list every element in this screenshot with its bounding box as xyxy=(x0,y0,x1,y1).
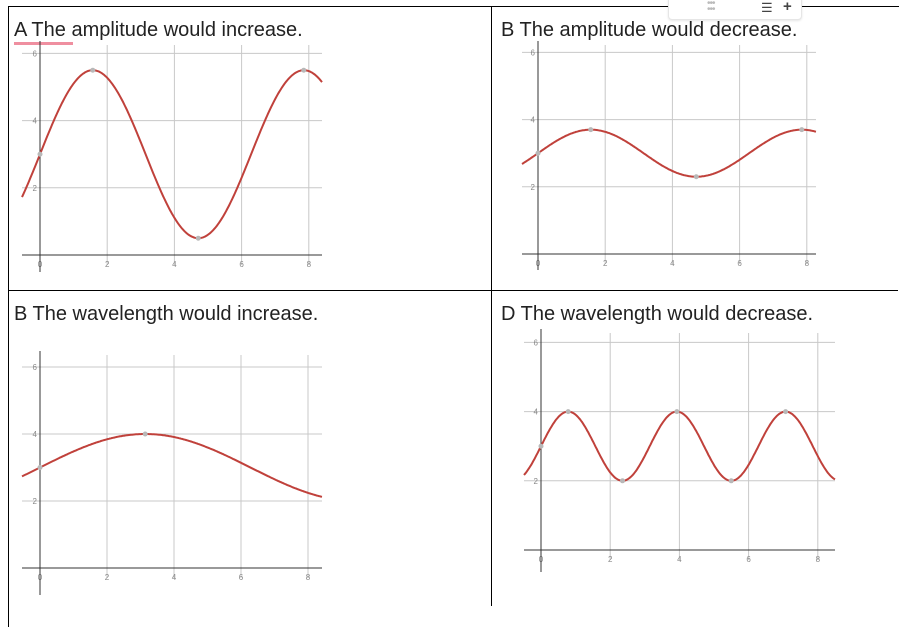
y-tick-label: 4 xyxy=(534,408,539,417)
x-tick-label: 6 xyxy=(239,573,244,582)
x-tick-label: 4 xyxy=(670,259,675,268)
sine-curve xyxy=(521,128,817,178)
plus-icon[interactable]: + xyxy=(783,0,792,15)
option-a-label[interactable]: A The amplitude would increase. xyxy=(14,19,303,41)
key-point xyxy=(142,431,148,437)
x-tick-label: 2 xyxy=(105,260,110,269)
x-tick-label: 4 xyxy=(172,573,177,582)
table-divider xyxy=(491,6,492,606)
y-tick-label: 6 xyxy=(531,48,536,57)
x-tick-label: 2 xyxy=(608,555,613,564)
x-tick-label: 8 xyxy=(307,260,312,269)
key-point xyxy=(674,409,680,415)
key-point xyxy=(535,150,541,156)
floating-toolbar: ••• ••• ☰ + xyxy=(668,0,802,20)
y-tick-label: 4 xyxy=(33,117,38,126)
option-c-label[interactable]: B The wavelength would increase. xyxy=(14,303,319,325)
list-icon[interactable]: ☰ xyxy=(761,0,773,15)
key-point xyxy=(90,67,96,73)
key-point xyxy=(693,174,699,180)
key-point xyxy=(728,478,734,484)
y-tick-label: 2 xyxy=(33,497,38,506)
key-point xyxy=(783,409,789,415)
option-b-label[interactable]: B The amplitude would decrease. xyxy=(501,19,798,41)
x-tick-label: 6 xyxy=(737,259,742,268)
x-tick-label: 6 xyxy=(239,260,244,269)
y-tick-label: 6 xyxy=(534,338,539,347)
spellcheck-underline xyxy=(14,42,73,45)
y-tick-label: 2 xyxy=(33,184,38,193)
key-point xyxy=(195,235,201,241)
y-tick-label: 6 xyxy=(33,363,38,372)
key-point xyxy=(37,151,43,157)
key-point xyxy=(37,465,43,470)
x-tick-label: 8 xyxy=(805,259,810,268)
y-tick-label: 4 xyxy=(531,116,536,125)
key-point xyxy=(301,67,307,73)
x-tick-label: 2 xyxy=(603,259,608,268)
x-tick-label: 4 xyxy=(172,260,177,269)
option-d-label[interactable]: D The wavelength would decrease. xyxy=(501,303,814,325)
y-tick-label: 2 xyxy=(531,183,536,192)
key-point xyxy=(565,409,571,415)
y-tick-label: 4 xyxy=(33,430,38,439)
answer-table xyxy=(8,6,899,627)
x-tick-label: 8 xyxy=(816,555,821,564)
sine-curve xyxy=(21,69,323,240)
key-point xyxy=(620,478,626,484)
y-tick-label: 2 xyxy=(534,477,539,486)
key-point xyxy=(538,443,544,449)
sine-curve xyxy=(21,433,323,498)
key-point xyxy=(588,127,594,133)
drag-handle-icon[interactable]: ••• ••• xyxy=(707,0,715,15)
y-tick-label: 6 xyxy=(33,49,38,58)
x-tick-label: 8 xyxy=(306,573,311,582)
x-tick-label: 2 xyxy=(105,573,110,582)
graphs: 02468246024682460246824602468246 xyxy=(21,41,836,595)
x-tick-label: 6 xyxy=(746,555,751,564)
key-point xyxy=(799,127,805,133)
x-tick-label: 4 xyxy=(677,555,682,564)
table-divider xyxy=(8,290,898,291)
